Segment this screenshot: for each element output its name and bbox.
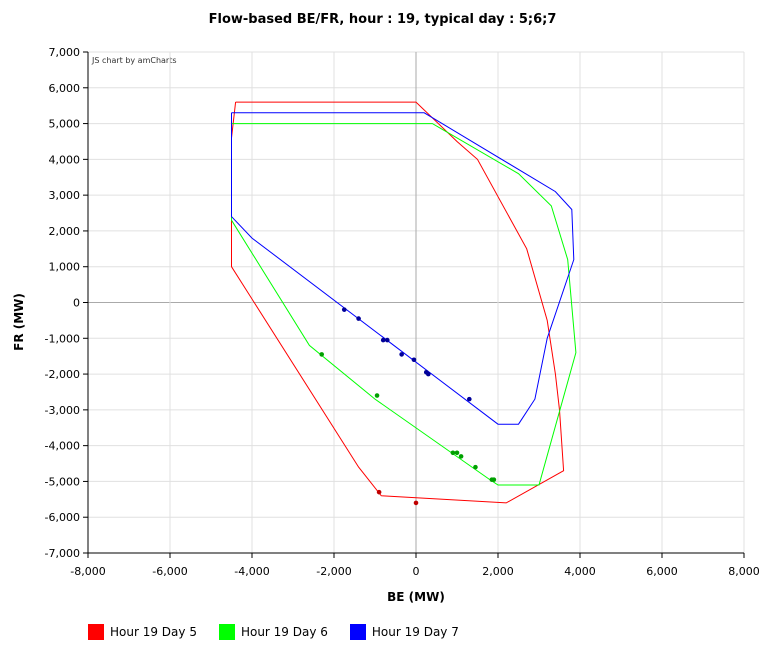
y-tick-label: 5,000: [49, 118, 81, 131]
legend-label-day-7: Hour 19 Day 7: [371, 625, 459, 639]
data-point-day-6[interactable]: [374, 393, 380, 398]
series-line-day-6: [231, 123, 577, 486]
y-tick-label: -2,000: [45, 368, 80, 381]
data-point-day-6[interactable]: [473, 464, 478, 470]
data-point-day-7[interactable]: [411, 357, 417, 363]
data-point-day-7[interactable]: [426, 371, 431, 377]
y-tick-label: -4,000: [45, 440, 80, 453]
data-point-day-6[interactable]: [458, 454, 464, 459]
y-tick-label: 1,000: [49, 261, 81, 274]
x-tick-label: 2,000: [482, 565, 514, 578]
y-tick-label: -5,000: [45, 475, 80, 488]
data-point-day-7[interactable]: [399, 352, 404, 357]
x-axis-label: BE (MW): [387, 590, 445, 604]
y-tick-label: 6,000: [49, 82, 81, 95]
legend-swatch-day-7: [349, 624, 366, 640]
y-tick-label: 7,000: [49, 46, 81, 59]
legend-item-day-6[interactable]: Hour 19 Day 6: [218, 624, 328, 640]
y-tick-label: -6,000: [45, 511, 80, 524]
x-tick-label: -2,000: [316, 565, 351, 578]
y-tick-label: -3,000: [45, 404, 80, 417]
legend-swatch-day-5: [88, 624, 104, 640]
x-tick-label: 0: [413, 565, 420, 578]
legend-label-day-5: Hour 19 Day 5: [110, 625, 197, 639]
data-point-day-6[interactable]: [319, 352, 325, 357]
data-point-day-7[interactable]: [341, 307, 347, 312]
data-point-day-7[interactable]: [385, 337, 390, 343]
y-tick-label: -7,000: [45, 547, 80, 560]
y-tick-label: 2,000: [49, 225, 81, 238]
x-tick-label: -8,000: [70, 565, 105, 578]
data-point-day-7[interactable]: [380, 337, 386, 343]
data-point-day-6[interactable]: [491, 477, 497, 482]
data-point-day-5[interactable]: [376, 489, 382, 495]
data-point-day-5[interactable]: [413, 500, 419, 506]
x-tick-label: 6,000: [646, 565, 678, 578]
x-tick-label: 4,000: [564, 565, 596, 578]
data-point-day-7[interactable]: [467, 396, 472, 402]
data-point-day-7[interactable]: [356, 316, 361, 321]
y-axis-label: FR (MW): [12, 293, 26, 351]
legend-swatch-day-6: [218, 624, 235, 640]
legend: Hour 19 Day 5 Hour 19 Day 6 Hour 19 Day …: [88, 624, 459, 640]
y-tick-label: 3,000: [49, 189, 81, 202]
legend-label-day-6: Hour 19 Day 6: [240, 625, 328, 639]
y-tick-label: -1,000: [45, 332, 80, 345]
x-tick-label: -4,000: [234, 565, 269, 578]
data-point-day-6[interactable]: [454, 450, 460, 456]
series-line-day-7: [231, 112, 575, 425]
chart-title: Flow-based BE/FR, hour : 19, typical day…: [208, 12, 557, 27]
y-tick-label: 0: [73, 297, 80, 310]
x-tick-label: -6,000: [152, 565, 187, 578]
legend-item-day-5[interactable]: Hour 19 Day 5: [88, 624, 197, 640]
x-tick-label: 8,000: [728, 565, 760, 578]
amcharts-credit-label[interactable]: JS chart by amCharts: [92, 56, 177, 65]
y-tick-label: 4,000: [49, 153, 81, 166]
legend-item-day-7[interactable]: Hour 19 Day 7: [349, 624, 459, 640]
data-point-day-6[interactable]: [450, 450, 456, 456]
